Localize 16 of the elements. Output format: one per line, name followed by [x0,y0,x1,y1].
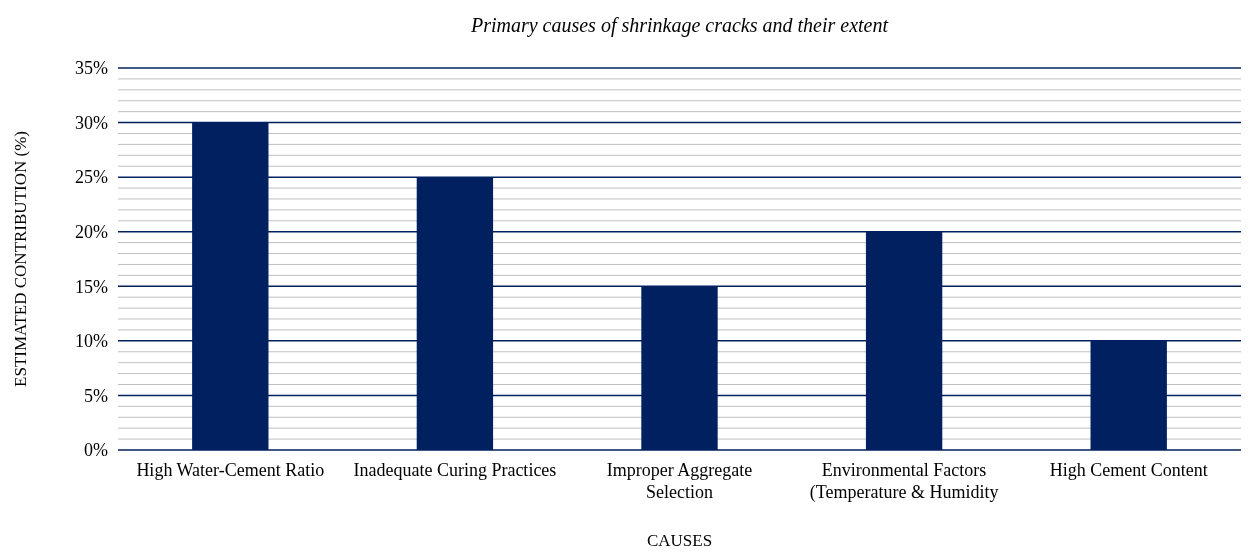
y-tick-label: 20% [75,222,108,243]
y-tick-label: 5% [84,385,108,406]
y-tick-label: 10% [75,331,108,352]
x-axis-title: CAUSES [646,531,713,550]
y-tick-label: 35% [75,58,108,79]
y-tick-label: 30% [75,112,108,133]
chart-title: Primary causes of shrinkage cracks and their extent [469,14,889,37]
x-tick-label: Environmental Factors (Temperature & Humidity [809,460,999,503]
y-tick-label: 25% [75,167,108,188]
y-tick-label: 15% [75,276,108,297]
x-tick-label: Inadequate Curing Practices [353,460,557,480]
y-tick-label: 0% [84,440,108,461]
x-tick-label: High Cement Content [1049,460,1208,480]
x-tick-label: High Water-Cement Ratio [136,460,325,480]
x-tick-label: Improper Aggregate Selection [606,460,753,502]
y-axis-title: ESTIMATED CONTRIBUTION (%) [11,131,30,387]
